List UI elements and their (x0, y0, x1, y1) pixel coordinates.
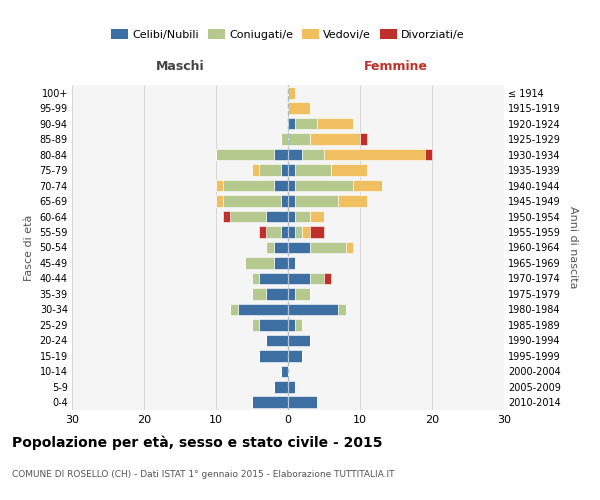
Bar (223, 196, 281, 207)
Bar (266, 334, 288, 346)
Bar (288, 272, 310, 284)
Bar (310, 272, 324, 284)
Bar (302, 149, 324, 160)
Bar (317, 118, 353, 130)
Bar (288, 288, 295, 300)
Bar (288, 164, 295, 176)
Bar (281, 164, 288, 176)
Text: Popolazione per età, sesso e stato civile - 2015: Popolazione per età, sesso e stato civil… (12, 435, 383, 450)
Bar (288, 334, 310, 346)
Bar (346, 242, 353, 254)
Bar (252, 164, 259, 176)
Bar (295, 196, 338, 207)
Bar (288, 257, 295, 269)
Bar (252, 396, 288, 408)
Bar (295, 164, 331, 176)
Bar (310, 210, 324, 222)
Bar (288, 134, 310, 145)
Legend: Celibi/Nubili, Coniugati/e, Vedovi/e, Divorziati/e: Celibi/Nubili, Coniugati/e, Vedovi/e, Di… (108, 26, 468, 43)
Bar (310, 226, 324, 238)
Bar (281, 196, 288, 207)
Bar (245, 257, 274, 269)
Bar (216, 180, 223, 192)
Bar (288, 180, 295, 192)
Bar (302, 226, 310, 238)
Bar (230, 210, 266, 222)
Text: Femmine: Femmine (364, 60, 428, 72)
Bar (295, 288, 310, 300)
Bar (338, 196, 367, 207)
Bar (310, 134, 360, 145)
Bar (288, 350, 302, 362)
Bar (223, 210, 230, 222)
Bar (259, 272, 288, 284)
Bar (252, 272, 259, 284)
Bar (288, 226, 295, 238)
Bar (288, 396, 317, 408)
Bar (295, 210, 310, 222)
Bar (331, 164, 367, 176)
Bar (216, 149, 274, 160)
Bar (281, 366, 288, 377)
Bar (324, 272, 331, 284)
Bar (288, 381, 295, 392)
Bar (281, 134, 288, 145)
Bar (274, 242, 288, 254)
Bar (295, 118, 317, 130)
Y-axis label: Anni di nascita: Anni di nascita (568, 206, 578, 288)
Bar (288, 304, 338, 315)
Bar (288, 210, 295, 222)
Bar (259, 350, 288, 362)
Bar (338, 304, 346, 315)
Bar (288, 87, 295, 99)
Bar (230, 304, 238, 315)
Bar (223, 180, 274, 192)
Bar (266, 226, 281, 238)
Bar (295, 226, 302, 238)
Bar (238, 304, 288, 315)
Bar (295, 319, 302, 330)
Y-axis label: Fasce di età: Fasce di età (24, 214, 34, 280)
Bar (252, 319, 259, 330)
Bar (425, 149, 432, 160)
Text: Maschi: Maschi (155, 60, 205, 72)
Bar (274, 149, 288, 160)
Bar (252, 288, 266, 300)
Bar (288, 149, 302, 160)
Bar (288, 242, 310, 254)
Bar (310, 242, 346, 254)
Bar (259, 164, 281, 176)
Bar (295, 180, 353, 192)
Bar (288, 118, 295, 130)
Bar (288, 102, 310, 114)
Bar (266, 210, 288, 222)
Bar (324, 149, 425, 160)
Bar (353, 180, 382, 192)
Bar (274, 180, 288, 192)
Text: COMUNE DI ROSELLO (CH) - Dati ISTAT 1° gennaio 2015 - Elaborazione TUTTITALIA.IT: COMUNE DI ROSELLO (CH) - Dati ISTAT 1° g… (12, 470, 395, 479)
Bar (216, 196, 223, 207)
Bar (274, 381, 288, 392)
Bar (266, 288, 288, 300)
Bar (259, 226, 266, 238)
Bar (259, 319, 288, 330)
Bar (288, 196, 295, 207)
Bar (266, 242, 274, 254)
Bar (274, 257, 288, 269)
Bar (281, 226, 288, 238)
Bar (360, 134, 367, 145)
Bar (288, 319, 295, 330)
